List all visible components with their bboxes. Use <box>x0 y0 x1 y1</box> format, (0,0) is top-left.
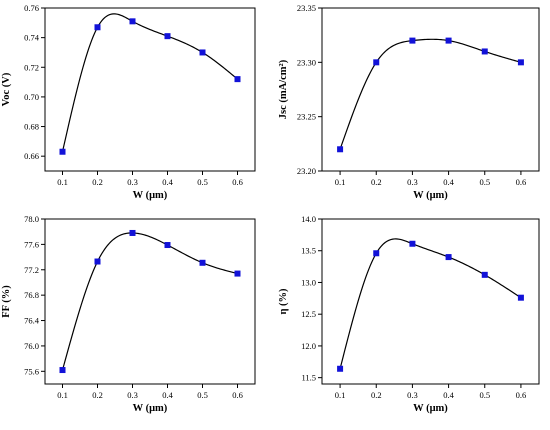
data-point <box>59 367 66 374</box>
y-tick-label: 23.30 <box>297 57 316 67</box>
data-point <box>445 37 452 44</box>
y-axis-title: FF (%) <box>1 285 12 318</box>
x-tick-label: 0.6 <box>232 177 243 187</box>
data-point <box>199 259 206 266</box>
series-line <box>339 238 522 369</box>
chart-panel-2: 0.1 0.2 0.3 0.4 0.5 0.6 23.20 23.25 23.30 23.35 W … <box>278 3 540 201</box>
y-tick-label: 77.2 <box>24 265 39 275</box>
x-tick-label: 0.5 <box>479 390 490 400</box>
data-point <box>373 250 380 257</box>
y-tick-label: 12.0 <box>301 341 316 351</box>
y-tick-label: 77.6 <box>24 239 39 249</box>
data-point <box>409 37 416 44</box>
y-tick-label: 0.76 <box>24 3 39 13</box>
data-point <box>94 258 101 265</box>
x-tick-label: 0.4 <box>443 177 454 187</box>
y-axis-title: Jsc (mA/cm²) <box>278 59 289 119</box>
chart-panel-4: 0.1 0.2 0.3 0.4 0.5 0.6 11.5 12.0 12.5 13.0 13.5 14… <box>278 214 540 414</box>
y-tick-label: 23.35 <box>297 3 316 13</box>
y-tick-label: 13.5 <box>301 246 316 256</box>
series-line <box>61 232 238 371</box>
x-tick-label: 0.5 <box>197 177 208 187</box>
data-point <box>234 76 241 83</box>
x-tick-label: 0.2 <box>371 177 382 187</box>
y-tick-label: 23.25 <box>297 112 316 122</box>
y-tick-label: 13.0 <box>301 277 316 287</box>
data-point <box>373 59 380 66</box>
data-point <box>409 240 416 247</box>
x-tick-label: 0.1 <box>57 177 68 187</box>
data-point <box>129 229 136 236</box>
x-axis-title: W (μm) <box>133 403 168 414</box>
x-tick-label: 0.5 <box>197 390 208 400</box>
data-point <box>164 33 171 40</box>
data-point <box>59 148 66 155</box>
x-tick-label: 0.3 <box>127 390 138 400</box>
y-tick-label: 76.4 <box>24 316 40 326</box>
x-axis-title: W (μm) <box>413 403 448 414</box>
x-tick-label: 0.4 <box>162 390 173 400</box>
data-point <box>445 254 452 261</box>
y-tick-label: 11.5 <box>301 373 316 383</box>
chart-panel-3: 0.1 0.2 0.3 0.4 0.5 0.6 75.6 76.0 76.4 76.8 77.2 77… <box>1 214 256 414</box>
plot-frame <box>44 7 256 172</box>
y-tick-label: 23.20 <box>297 166 316 176</box>
plot-frame <box>321 218 540 385</box>
x-tick-label: 0.4 <box>162 177 173 187</box>
data-point <box>164 242 171 249</box>
data-point <box>337 146 344 153</box>
x-tick-label: 0.2 <box>371 390 382 400</box>
data-point <box>481 48 488 55</box>
y-axis-title: Voc (V) <box>1 72 12 106</box>
data-point <box>517 59 524 66</box>
data-point <box>199 49 206 56</box>
x-tick-label: 0.2 <box>92 177 103 187</box>
x-axis-title: W (μm) <box>133 190 168 201</box>
y-tick-label: 0.74 <box>24 33 40 43</box>
y-tick-label: 76.0 <box>24 341 39 351</box>
x-axis-title: W (μm) <box>413 190 448 201</box>
x-tick-label: 0.3 <box>127 177 138 187</box>
x-tick-label: 0.1 <box>57 390 68 400</box>
y-tick-label: 78.0 <box>24 214 39 224</box>
plot-frame <box>44 218 256 385</box>
series-line <box>61 13 238 152</box>
y-tick-label: 0.66 <box>24 151 39 161</box>
x-tick-label: 0.3 <box>407 177 418 187</box>
x-tick-label: 0.1 <box>335 177 346 187</box>
data-point <box>481 271 488 278</box>
y-tick-label: 75.6 <box>24 366 39 376</box>
x-tick-label: 0.1 <box>335 390 346 400</box>
data-point <box>234 270 241 277</box>
y-tick-label: 76.8 <box>24 290 39 300</box>
x-tick-label: 0.6 <box>232 390 243 400</box>
x-tick-label: 0.3 <box>407 390 418 400</box>
series-line <box>339 38 522 150</box>
x-tick-label: 0.6 <box>516 177 527 187</box>
data-point <box>94 24 101 31</box>
x-tick-label: 0.5 <box>479 177 490 187</box>
x-tick-label: 0.2 <box>92 390 103 400</box>
y-axis-title: η (%) <box>278 288 289 315</box>
y-tick-label: 12.5 <box>301 309 316 319</box>
y-tick-label: 0.68 <box>24 122 39 132</box>
y-tick-label: 0.70 <box>24 92 39 102</box>
x-tick-label: 0.4 <box>443 390 454 400</box>
x-tick-label: 0.6 <box>516 390 527 400</box>
plot-frame <box>321 7 540 172</box>
y-tick-label: 14.0 <box>301 214 316 224</box>
chart-panel-1: 0.1 0.2 0.3 0.4 0.5 0.6 0.66 0.68 0.70 0.72 0.74 0.… <box>1 3 256 201</box>
data-point <box>517 294 524 301</box>
data-point <box>129 18 136 25</box>
data-point <box>337 365 344 372</box>
y-tick-label: 0.72 <box>24 62 39 72</box>
